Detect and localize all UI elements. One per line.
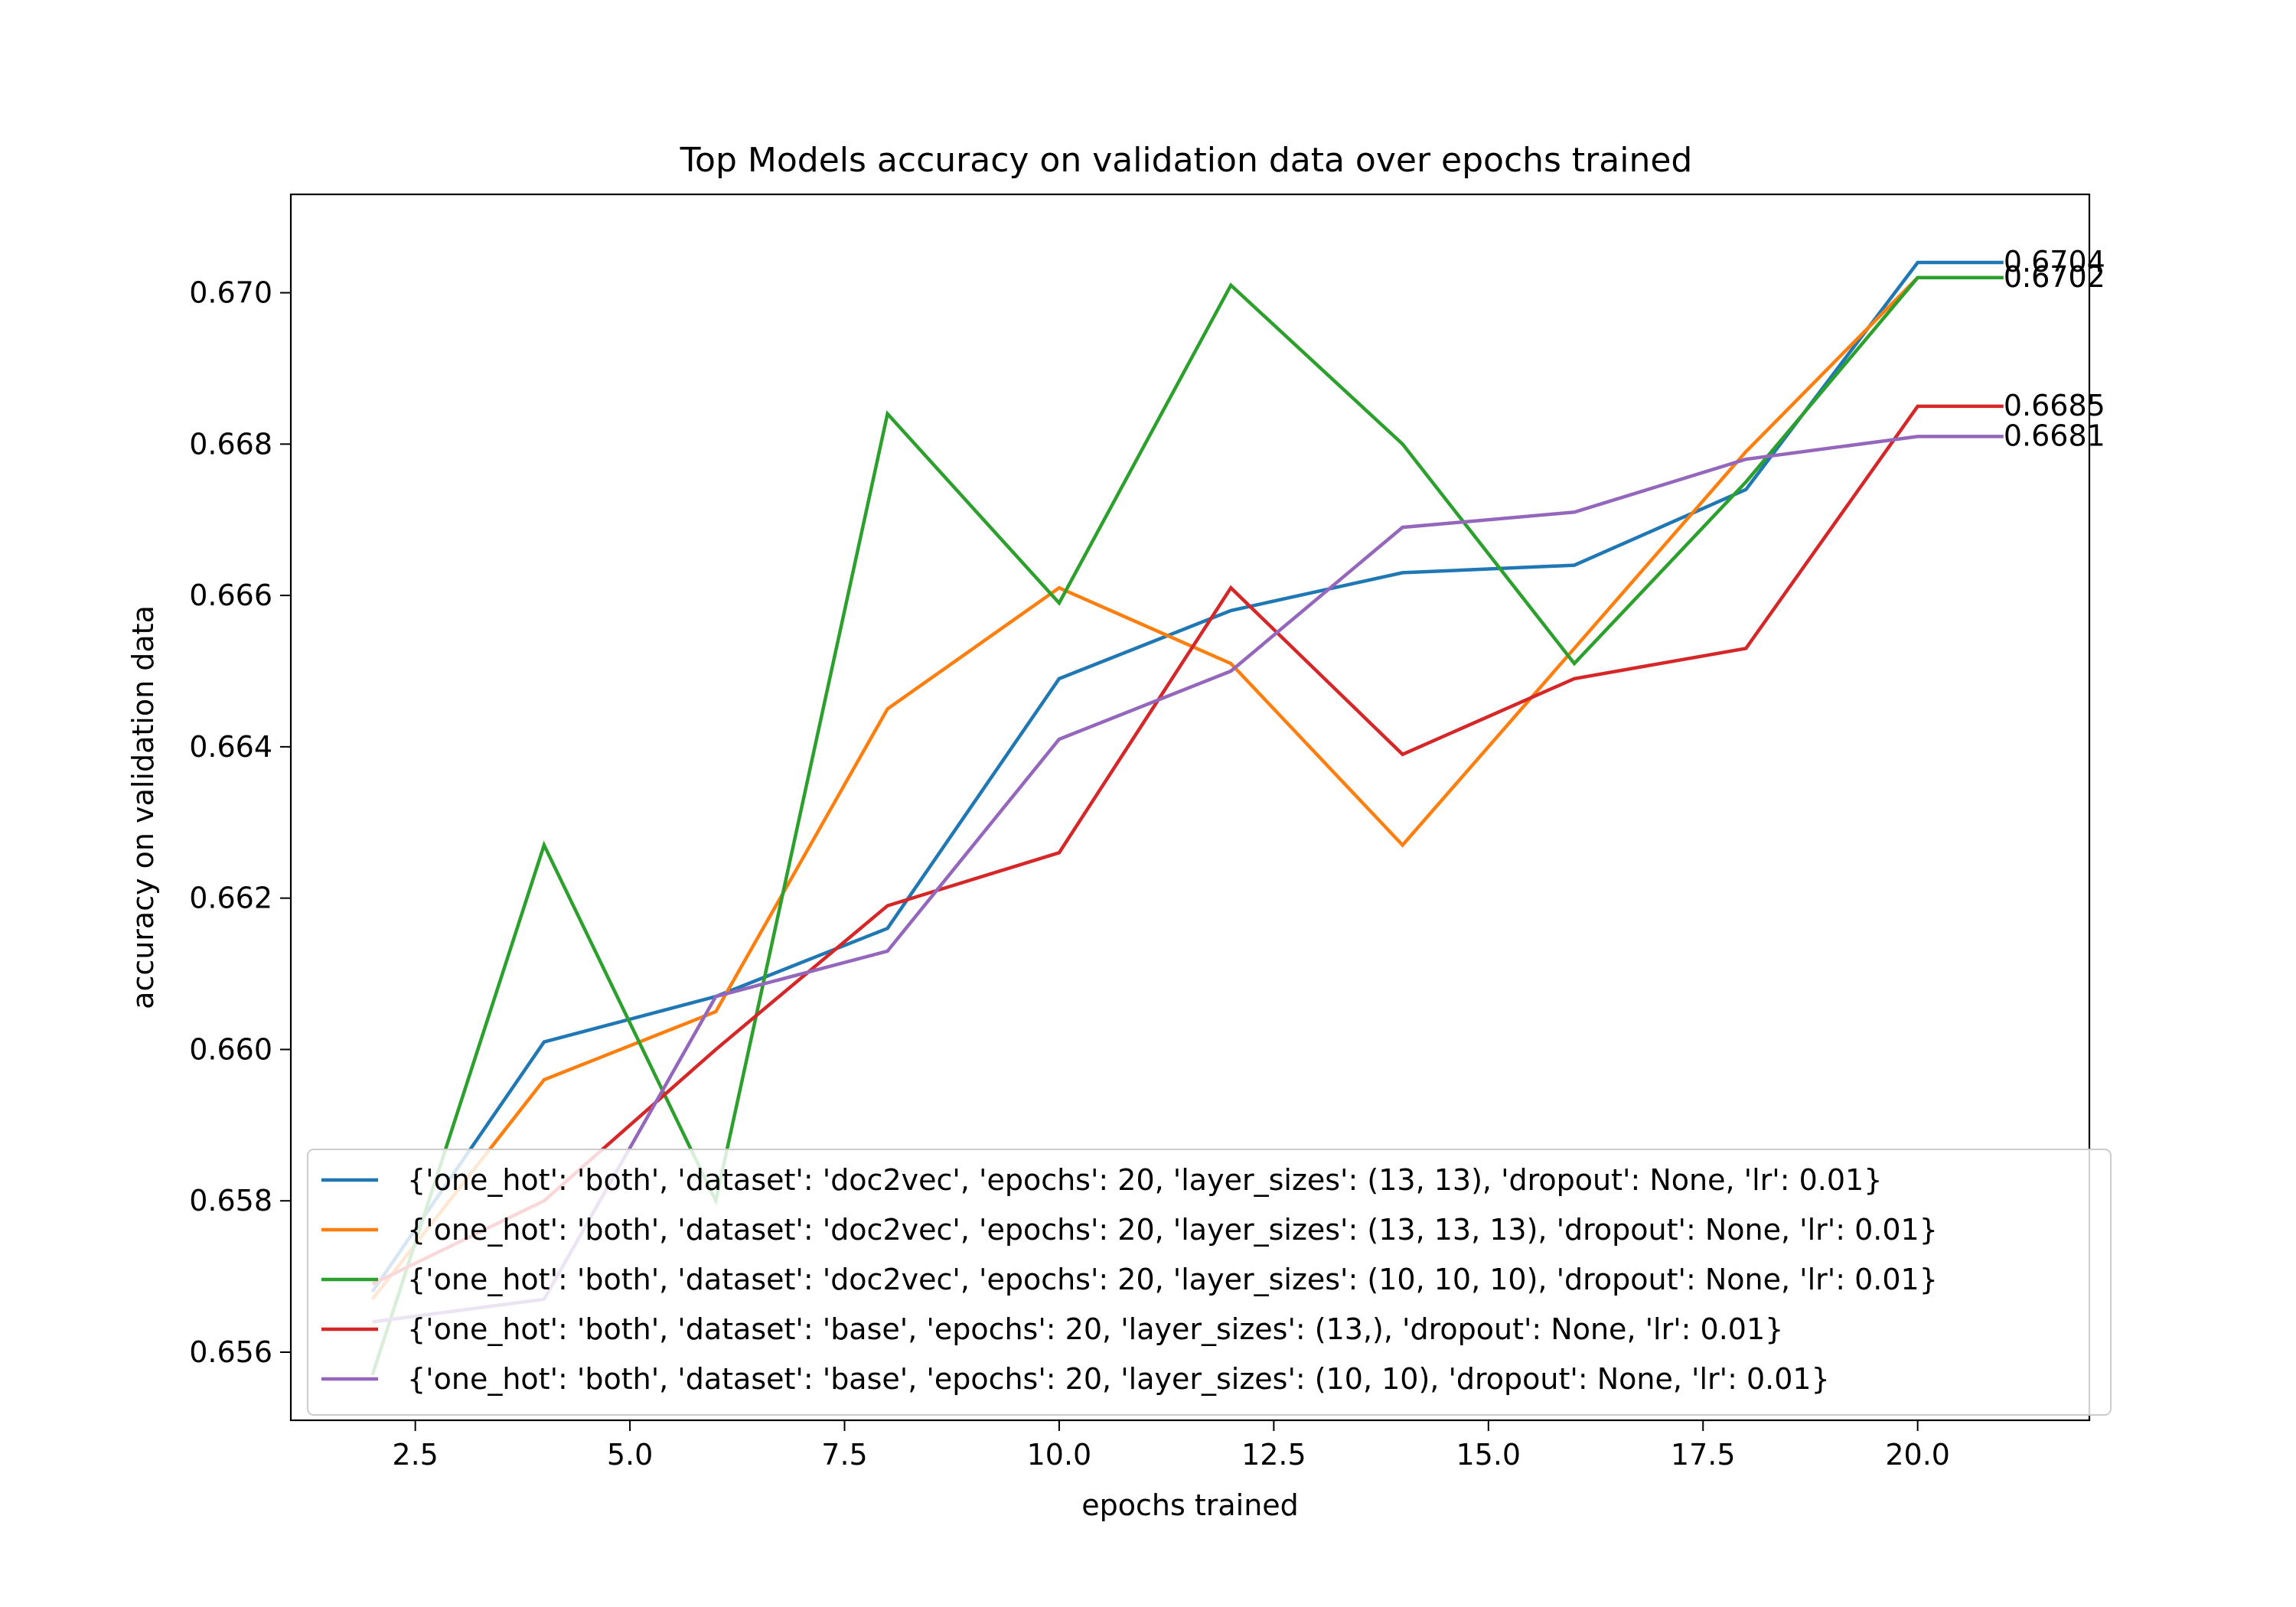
y-tick-label: 0.664 (189, 730, 272, 764)
end-label-1: 0.6704 (2004, 245, 2105, 279)
end-label-4: 0.6685 (2004, 389, 2105, 422)
x-tick-label: 15.0 (1456, 1438, 1521, 1472)
x-tick-label: 12.5 (1241, 1438, 1306, 1472)
y-axis-ticks: 0.656 0.658 0.660 0.662 0.664 0.666 0.668 0.670 (189, 276, 291, 1369)
end-label-2: 0.6702 (2004, 260, 2105, 294)
end-label-5: 0.6681 (2004, 419, 2105, 452)
legend-label-3: {'one_hot': 'both', 'dataset': 'doc2vec'… (407, 1263, 1938, 1296)
series-line-2 (370, 275, 2004, 1301)
x-tick-label: 5.0 (607, 1438, 653, 1472)
series-line-5 (372, 435, 2004, 1324)
legend-label-2: {'one_hot': 'both', 'dataset': 'doc2vec'… (407, 1213, 1938, 1247)
y-axis-label: accuracy on validation data (126, 605, 160, 1009)
legend: {'one_hot': 'both', 'dataset': 'doc2vec'… (307, 1149, 2112, 1416)
legend-label-5: {'one_hot': 'both', 'dataset': 'base', '… (407, 1362, 1830, 1396)
x-tick-label: 2.5 (392, 1438, 438, 1472)
y-tick-label: 0.666 (189, 579, 272, 612)
y-tick-label: 0.656 (189, 1335, 272, 1369)
chart-title: Top Models accuracy on validation data o… (680, 141, 1693, 180)
legend-label-1: {'one_hot': 'both', 'dataset': 'doc2vec'… (407, 1163, 1882, 1197)
x-axis-ticks: 2.5 5.0 7.5 10.0 12.5 15.0 17.5 20.0 (392, 1420, 1950, 1472)
end-label-3: 0.6702 (2004, 260, 2105, 294)
legend-box (307, 1149, 2112, 1416)
y-tick-label: 0.660 (189, 1032, 272, 1066)
y-tick-label: 0.658 (189, 1184, 272, 1217)
y-tick-label: 0.668 (189, 427, 272, 461)
plot-frame (289, 193, 2091, 1422)
x-axis-label: epochs trained (1081, 1488, 1299, 1522)
x-tick-label: 17.5 (1671, 1438, 1736, 1472)
x-tick-label: 10.0 (1027, 1438, 1092, 1472)
x-tick-label: 7.5 (821, 1438, 867, 1472)
series-lines (370, 260, 2004, 1376)
legend-label-4: {'one_hot': 'both', 'dataset': 'base', '… (407, 1312, 1783, 1346)
y-tick-label: 0.662 (189, 882, 272, 915)
series-line-3 (370, 275, 2004, 1376)
y-tick-label: 0.670 (189, 276, 272, 310)
x-tick-label: 20.0 (1885, 1438, 1950, 1472)
